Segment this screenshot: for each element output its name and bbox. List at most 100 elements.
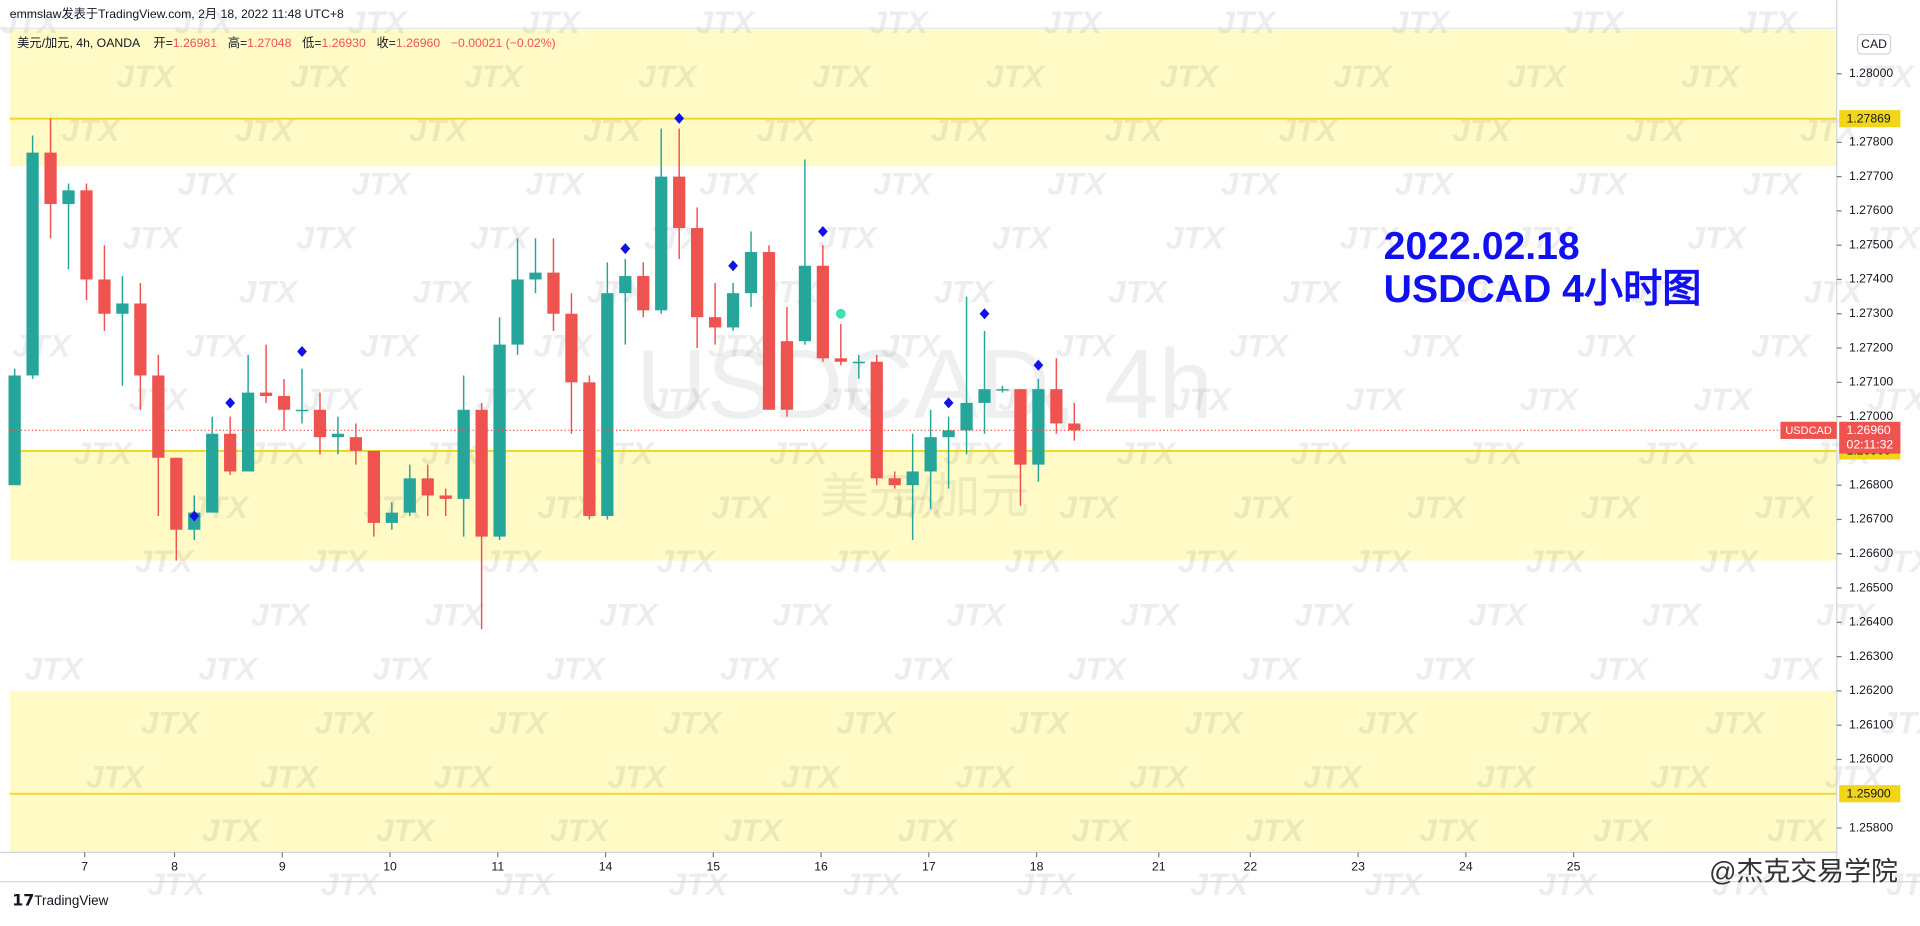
candle-body xyxy=(619,276,632,294)
legend-close: 1.26960 xyxy=(396,36,440,50)
logo-watermark: JTX xyxy=(247,435,307,471)
candle-body xyxy=(313,409,327,438)
logo-watermark: JTX xyxy=(12,327,72,363)
x-tick-label: 15 xyxy=(707,859,721,873)
logo-watermark: JTX xyxy=(372,651,432,687)
logo-watermark: JTX xyxy=(1755,489,1815,525)
candle-body xyxy=(852,361,865,364)
logo-watermark: JTX xyxy=(24,651,84,687)
logo-watermark: JTX xyxy=(147,866,207,902)
y-tick-label: 1.26400 xyxy=(1849,615,1893,629)
logo-watermark: JTX xyxy=(1693,381,1753,417)
logo-watermark: JTX xyxy=(769,435,829,471)
logo-watermark: JTX xyxy=(708,327,768,363)
zone xyxy=(9,690,1837,853)
logo-watermark: JTX xyxy=(1160,58,1220,94)
logo-watermark: JTX xyxy=(1804,273,1864,309)
legend-open-label: 开= xyxy=(153,36,172,50)
logo-watermark: JTX xyxy=(1059,489,1119,525)
logo-watermark: JTX xyxy=(836,704,896,740)
price-tag xyxy=(1839,421,1901,454)
candle-body xyxy=(44,152,57,205)
currency-label[interactable]: CAD xyxy=(1861,37,1887,51)
logo-watermark: JTX xyxy=(669,866,729,902)
currency-box[interactable] xyxy=(1856,33,1892,55)
candle-body xyxy=(708,317,722,328)
level-tag xyxy=(1839,110,1901,128)
legend-high-label: 高= xyxy=(228,35,247,50)
candle-body xyxy=(798,265,812,342)
y-tick-label: 1.27000 xyxy=(1849,409,1893,423)
candle-body xyxy=(762,252,776,410)
logo-watermark: JTX xyxy=(1056,327,1116,363)
level-label: 1.25900 xyxy=(1847,787,1891,801)
logo-watermark: JTX xyxy=(1403,327,1463,363)
brand: TradingView xyxy=(34,893,108,908)
logo-watermark: JTX xyxy=(934,273,994,309)
candle-body xyxy=(116,303,129,314)
candle-body xyxy=(26,152,39,376)
candle-body xyxy=(924,437,937,472)
logo-watermark: JTX xyxy=(1712,866,1772,902)
logo-watermark: JTX xyxy=(235,112,295,148)
logo-watermark: JTX xyxy=(1178,543,1238,579)
x-tick-label: 17 xyxy=(922,859,936,873)
candle-body xyxy=(744,252,758,294)
logo-watermark: JTX xyxy=(1751,327,1811,363)
logo-watermark: JTX xyxy=(1565,4,1625,40)
x-tick-label: 23 xyxy=(1351,859,1365,873)
candle-body xyxy=(295,409,309,412)
legend-low: 1.26930 xyxy=(322,36,366,50)
logo-watermark: JTX xyxy=(1221,166,1281,202)
logo-watermark: JTX xyxy=(1581,489,1641,525)
legend-change: −0.00021 (−0.02%) xyxy=(451,36,556,50)
logo-watermark: JTX xyxy=(1861,220,1920,256)
zone xyxy=(9,29,1837,167)
candle-body xyxy=(439,495,452,499)
x-tick-label: 25 xyxy=(1567,859,1581,873)
logo-watermark: JTX xyxy=(757,112,817,148)
logo-watermark: JTX xyxy=(773,597,833,633)
y-tick-label: 1.26800 xyxy=(1849,477,1893,491)
footer-watermark: @杰克交易学院 xyxy=(1709,856,1898,886)
x-tick-label: 24 xyxy=(1459,859,1473,873)
symbol-watermark: USDCAD, 4h xyxy=(636,329,1213,439)
logo-watermark: JTX xyxy=(720,651,780,687)
logo-watermark: JTX xyxy=(998,381,1058,417)
logo-watermark: JTX xyxy=(587,273,647,309)
candle-body xyxy=(583,382,596,517)
candle-body xyxy=(80,190,93,280)
logo-watermark: JTX xyxy=(1651,758,1711,794)
candle-body xyxy=(385,512,398,523)
candle-body xyxy=(996,389,1009,391)
logo-watermark: JTX xyxy=(135,543,195,579)
zones xyxy=(9,29,1837,853)
logo-watermark: JTX xyxy=(583,112,643,148)
symbol-tag-label: USDCAD xyxy=(1785,425,1832,437)
y-tick-label: 1.27400 xyxy=(1849,272,1893,286)
candle-body xyxy=(98,279,111,314)
candle-body xyxy=(349,437,363,451)
y-tick-label: 1.27300 xyxy=(1849,306,1893,320)
legend-symbol: 美元/加元, 4h, OANDA xyxy=(17,36,141,50)
candle-body xyxy=(331,433,345,438)
logo-watermark: JTX xyxy=(1166,220,1226,256)
candle-body xyxy=(691,228,704,318)
logo-watermark: JTX xyxy=(894,651,954,687)
countdown-label: 02:11:32 xyxy=(1847,437,1894,451)
name-watermark: 美元/加元 xyxy=(820,470,1029,524)
candle-body xyxy=(960,402,973,431)
logo-watermark: JTX xyxy=(376,812,436,848)
logo-watermark: JTX xyxy=(599,597,659,633)
y-tick-label: 1.25800 xyxy=(1849,820,1893,834)
logo-watermark: JTX xyxy=(1117,435,1177,471)
logo-watermark: JTX xyxy=(116,58,176,94)
logo-watermark: JTX xyxy=(1816,597,1876,633)
y-tick-label: 1.27800 xyxy=(1849,135,1893,149)
logo-watermark: JTX xyxy=(315,704,375,740)
candle-body xyxy=(673,176,686,229)
logo-watermark: JTX xyxy=(1477,758,1537,794)
logo-watermark: JTX xyxy=(1172,381,1232,417)
legend-low-label: 低= xyxy=(302,36,321,50)
logo-watermark: JTX xyxy=(1233,489,1293,525)
